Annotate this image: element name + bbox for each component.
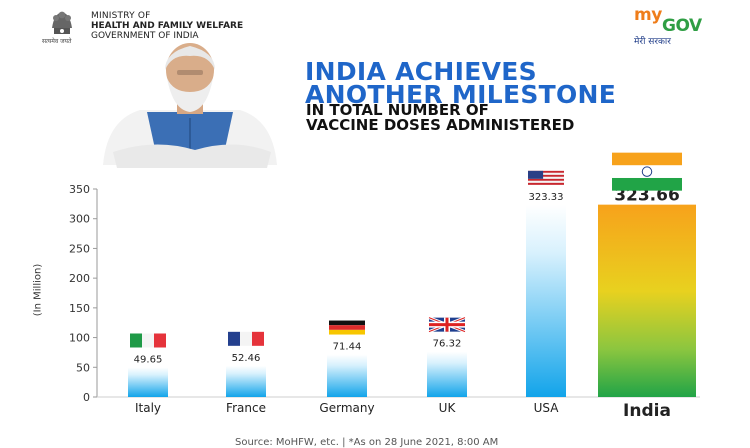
category-label-germany: Germany bbox=[319, 401, 374, 415]
value-label-italy: 49.65 bbox=[134, 354, 163, 365]
ministry-line-1: MINISTRY OF bbox=[91, 11, 151, 21]
y-tick-label: 300 bbox=[69, 213, 90, 226]
bar-usa bbox=[526, 204, 566, 397]
category-label-uk: UK bbox=[439, 401, 457, 415]
category-label-italy: Italy bbox=[135, 401, 161, 415]
emblem-caption: सत्यमेव जयते bbox=[42, 38, 72, 45]
bar-france bbox=[226, 365, 266, 397]
india-flag-icon bbox=[612, 152, 682, 191]
category-label-france: France bbox=[226, 401, 266, 415]
y-tick-label: 150 bbox=[69, 302, 90, 315]
y-axis-label: (In Million) bbox=[32, 263, 44, 317]
source-footnote: Source: MoHFW, etc. | *As on 28 June 202… bbox=[235, 437, 499, 448]
usa-flag-icon bbox=[528, 170, 564, 185]
value-label-france: 52.46 bbox=[232, 353, 261, 364]
value-label-germany: 71.44 bbox=[333, 342, 362, 353]
y-tick-label: 0 bbox=[83, 391, 90, 404]
headline-line-2: ANOTHER MILESTONE bbox=[305, 80, 617, 109]
value-label-usa: 323.33 bbox=[529, 192, 564, 203]
y-tick-label: 350 bbox=[69, 183, 90, 196]
subheadline-line-2: VACCINE DOSES ADMINISTERED bbox=[306, 116, 575, 134]
uk-flag-icon bbox=[428, 316, 466, 334]
france-flag-icon bbox=[228, 331, 264, 346]
ministry-line-3: GOVERNMENT OF INDIA bbox=[91, 31, 199, 41]
person-portrait-image bbox=[103, 43, 277, 168]
category-label-usa: USA bbox=[534, 401, 560, 415]
bar-uk bbox=[427, 351, 467, 397]
italy-flag-icon bbox=[130, 333, 166, 348]
y-tick-label: 50 bbox=[76, 361, 90, 374]
value-label-uk: 76.32 bbox=[433, 339, 462, 350]
mygov-logo-gov: GOV bbox=[662, 16, 702, 36]
mygov-tagline: मेरी सरकार bbox=[634, 37, 671, 47]
mygov-logo-my: my bbox=[634, 5, 662, 25]
germany-flag-icon bbox=[329, 320, 365, 335]
bar-germany bbox=[327, 354, 367, 397]
national-emblem-icon bbox=[52, 11, 72, 34]
bar-italy bbox=[128, 367, 168, 397]
y-tick-label: 250 bbox=[69, 242, 90, 255]
subheadline-line-1: IN TOTAL NUMBER OF bbox=[306, 101, 489, 119]
ministry-line-2: HEALTH AND FAMILY WELFARE bbox=[91, 21, 244, 31]
y-tick-label: 100 bbox=[69, 332, 90, 345]
category-label-india: India bbox=[623, 401, 671, 421]
y-tick-label: 200 bbox=[69, 272, 90, 285]
bar-india bbox=[598, 204, 696, 397]
headline-line-1: INDIA ACHIEVES bbox=[305, 57, 537, 86]
